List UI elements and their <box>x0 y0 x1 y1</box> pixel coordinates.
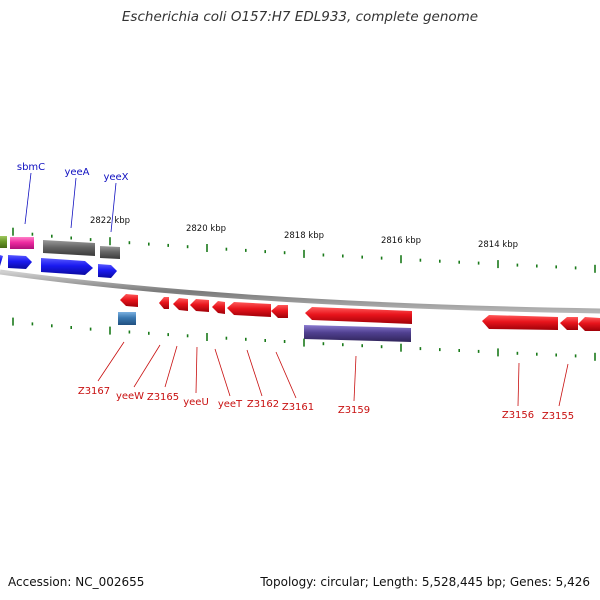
scale-label: 2822 kbp <box>90 216 130 226</box>
gene-label-Z3162[interactable]: Z3162 <box>247 399 279 410</box>
gene-Z3167[interactable] <box>120 294 138 307</box>
gene-yeeX[interactable] <box>98 264 117 278</box>
gene-steel[interactable] <box>118 312 136 325</box>
minus-gene-labels: Z3167 yeeW Z3165 yeeU yeeT Z3162 Z3161 Z… <box>78 341 574 422</box>
tick-marks <box>12 227 596 361</box>
gene-Z3161[interactable] <box>271 305 288 318</box>
gene-yeeU[interactable] <box>190 299 209 312</box>
gene-yeeT[interactable] <box>212 301 225 314</box>
gene-yeeW[interactable] <box>159 297 169 309</box>
gene-yeeA[interactable] <box>41 258 93 275</box>
gene-label-Z3165[interactable]: Z3165 <box>147 392 179 403</box>
gene-label-Z3167[interactable]: Z3167 <box>78 386 110 397</box>
gene-sbmC[interactable] <box>10 237 34 249</box>
scale-labels: 2822 kbp 2820 kbp 2818 kbp 2816 kbp 2814… <box>90 216 518 250</box>
genome-summary-label: Topology: circular; Length: 5,528,445 bp… <box>260 575 590 589</box>
leader-line <box>558 363 569 407</box>
plus-strand-features <box>0 236 120 278</box>
gene-blue-arrow[interactable] <box>8 255 32 269</box>
gene-label-yeeW[interactable]: yeeW <box>116 391 144 402</box>
gene-label-Z3161[interactable]: Z3161 <box>282 402 314 413</box>
leader-line <box>97 341 125 382</box>
gene-label-Z3156[interactable]: Z3156 <box>502 410 534 421</box>
leader-line <box>353 355 357 402</box>
scale-label: 2816 kbp <box>381 236 421 246</box>
gene-yeeX-pseudo[interactable] <box>100 246 120 259</box>
gene-label-Z3155[interactable]: Z3155 <box>542 411 574 422</box>
gene-purple[interactable] <box>304 325 411 342</box>
minus-strand-features <box>118 294 600 342</box>
gene-olive[interactable] <box>0 236 7 248</box>
gene-Z3156[interactable] <box>482 315 558 330</box>
gene-Z3159[interactable] <box>305 307 412 324</box>
leader-line <box>110 182 117 233</box>
leader-line <box>164 345 178 388</box>
scale-label: 2820 kbp <box>186 224 226 234</box>
gene-yeeA-pseudo[interactable] <box>43 240 95 256</box>
leader-line <box>214 348 231 397</box>
leader-line <box>517 362 520 407</box>
gene-label-sbmC[interactable]: sbmC <box>17 162 45 173</box>
accession-label: Accession: NC_002655 <box>8 575 145 589</box>
gene-label-yeeT[interactable]: yeeT <box>218 399 243 410</box>
plus-gene-labels: sbmC yeeA yeeX <box>17 162 129 233</box>
gene-Z3162[interactable] <box>227 302 271 317</box>
leader-line <box>195 346 198 394</box>
gene-label-yeeA[interactable]: yeeA <box>64 167 89 178</box>
leader-line <box>246 349 263 397</box>
scale-label: 2818 kbp <box>284 231 324 241</box>
gene-Z3165[interactable] <box>173 298 188 311</box>
gene-Z3155[interactable] <box>560 317 578 330</box>
leader-line <box>70 177 77 229</box>
gene-label-yeeX[interactable]: yeeX <box>103 172 128 183</box>
leader-line <box>275 351 297 399</box>
leader-line <box>24 172 32 225</box>
leader-line <box>133 344 161 388</box>
gene-label-yeeU[interactable]: yeeU <box>183 397 209 408</box>
gene-label-Z3159[interactable]: Z3159 <box>338 405 370 416</box>
genome-backbone <box>0 269 600 314</box>
gene-right-edge[interactable] <box>578 317 600 331</box>
gene-blue-left[interactable] <box>0 255 3 266</box>
map-title: Escherichia coli O157:H7 EDL933, complet… <box>121 9 479 25</box>
scale-label: 2814 kbp <box>478 240 518 250</box>
